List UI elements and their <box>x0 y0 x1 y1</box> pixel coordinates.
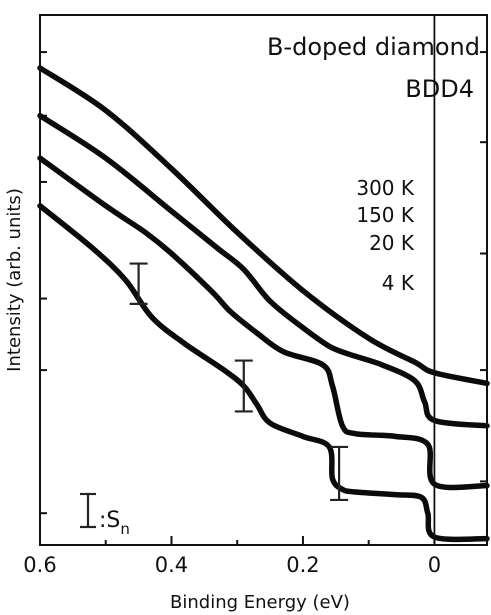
chart-subtitle: BDD4 <box>405 75 474 103</box>
x-axis-title: Binding Energy (eV) <box>170 592 350 613</box>
series-label-4k: 4 K <box>382 271 415 295</box>
series-line-300k <box>37 65 490 387</box>
x-tick-label: 0.4 <box>155 553 188 577</box>
x-tick-labels: 0.6 0.4 0.2 0 <box>23 553 441 577</box>
axis-ticks <box>39 51 487 545</box>
x-tick-label: 0.2 <box>286 553 319 577</box>
series-line-150k <box>37 112 490 429</box>
series-line-20k <box>37 155 490 491</box>
error-bar-legend: :Sn <box>80 492 130 538</box>
error-bar-legend-label: :Sn <box>99 508 130 538</box>
y-axis-title: Intensity (arb. units) <box>4 188 25 372</box>
x-tick-label: 0.6 <box>23 553 56 577</box>
error-bar <box>330 445 349 502</box>
series-lines <box>37 65 490 543</box>
plot-frame <box>39 14 488 546</box>
error-bar <box>234 359 253 413</box>
chart-title: B-doped diamond <box>267 33 480 61</box>
x-tick-label: 0 <box>428 553 441 577</box>
error-bars <box>129 262 349 502</box>
series-label-150k: 150 K <box>356 203 415 227</box>
series-line-4k <box>37 203 490 543</box>
series-labels: 300 K 150 K 20 K 4 K <box>356 176 415 295</box>
error-bar <box>129 262 148 305</box>
series-label-20k: 20 K <box>369 231 415 255</box>
error-bar-legend-subscript: n <box>120 520 130 538</box>
error-bar-legend-text: :S <box>99 508 120 533</box>
series-label-300k: 300 K <box>356 176 415 200</box>
